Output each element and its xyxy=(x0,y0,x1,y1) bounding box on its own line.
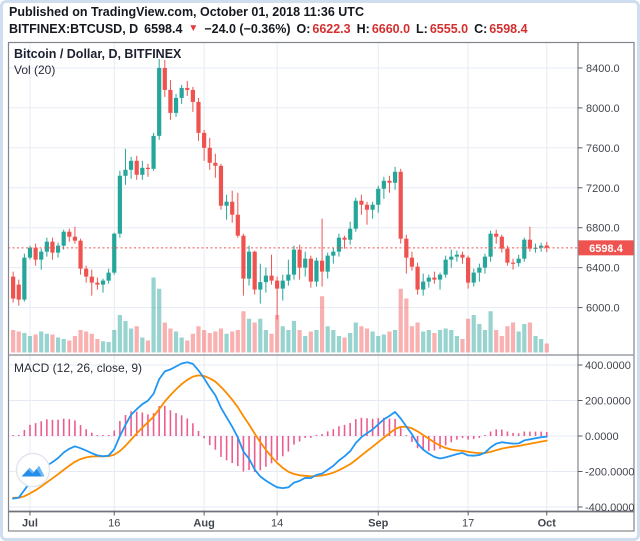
svg-text:7600.0: 7600.0 xyxy=(586,143,620,155)
svg-text:-200.0000: -200.0000 xyxy=(585,467,635,479)
low-readout: L: 6555.0 xyxy=(416,22,468,36)
svg-text:17: 17 xyxy=(462,518,474,530)
close-label: C: xyxy=(474,22,488,36)
chart-title-legend: Bitcoin / Dollar, D, BITFINEX xyxy=(14,47,182,61)
macd-legend: MACD (12, 26, close, 9) xyxy=(14,361,143,375)
pane-borders xyxy=(7,41,635,532)
open-value: 6622.3 xyxy=(312,22,351,36)
svg-text:16: 16 xyxy=(108,518,120,530)
svg-text:8400.0: 8400.0 xyxy=(586,63,620,75)
volume-series[interactable] xyxy=(11,277,549,353)
down-triangle-icon: ▼ xyxy=(188,23,199,34)
high-readout: H: 6660.0 xyxy=(357,22,410,36)
last-price: 6598.4 xyxy=(144,22,183,36)
close-readout: C: 6598.4 xyxy=(474,22,527,36)
volume-legend: Vol (20) xyxy=(14,63,56,77)
open-readout: O: 6622.3 xyxy=(296,22,350,36)
macd-pane-grid xyxy=(8,355,578,512)
svg-text:Jul: Jul xyxy=(22,518,38,530)
published-on-line: Published on TradingView.com, October 01… xyxy=(9,5,364,19)
low-label: L: xyxy=(416,22,428,36)
svg-text:8000.0: 8000.0 xyxy=(586,103,620,115)
svg-text:6800.0: 6800.0 xyxy=(586,223,620,235)
svg-text:400.0000: 400.0000 xyxy=(585,360,631,372)
svg-text:Sep: Sep xyxy=(368,518,388,530)
time-axis[interactable]: Jul 16 Aug 14 Sep 17 Oct xyxy=(22,511,557,530)
price-pane-grid xyxy=(8,42,578,355)
svg-text:Oct: Oct xyxy=(538,518,557,530)
low-value: 6555.0 xyxy=(429,22,469,36)
price-change: −24.0 (−0.36%) xyxy=(204,22,291,36)
svg-text:6598.4: 6598.4 xyxy=(589,243,624,255)
macd-pane[interactable] xyxy=(12,361,548,500)
tradingview-logo[interactable] xyxy=(15,452,51,488)
symbol-name: BITFINEX:BTCUSD, D xyxy=(9,22,139,36)
close-value: 6598.4 xyxy=(489,22,528,36)
svg-text:14: 14 xyxy=(271,518,283,530)
svg-text:0.0000: 0.0000 xyxy=(585,431,619,443)
high-label: H: xyxy=(356,22,370,36)
svg-text:6000.0: 6000.0 xyxy=(586,303,620,315)
svg-text:-400.0000: -400.0000 xyxy=(585,502,635,514)
last-price-label: 6598.4 xyxy=(578,240,634,256)
macd-axis[interactable]: 400.0000 200.0000 0.0000 -200.0000 -400.0000 xyxy=(578,360,635,514)
symbol-status-line: BITFINEX:BTCUSD, D 6598.4 ▼ −24.0 (−0.36… xyxy=(9,22,528,36)
svg-text:Aug: Aug xyxy=(193,518,214,530)
svg-text:200.0000: 200.0000 xyxy=(585,396,631,408)
open-label: O: xyxy=(296,22,311,36)
high-value: 6660.0 xyxy=(371,22,411,36)
price-axis[interactable]: 8400.0 8000.0 7600.0 7200.0 6800.0 6400.0 6000… xyxy=(578,63,620,315)
svg-text:6400.0: 6400.0 xyxy=(586,263,620,275)
candlestick-series[interactable] xyxy=(11,58,549,320)
svg-text:7200.0: 7200.0 xyxy=(586,183,620,195)
